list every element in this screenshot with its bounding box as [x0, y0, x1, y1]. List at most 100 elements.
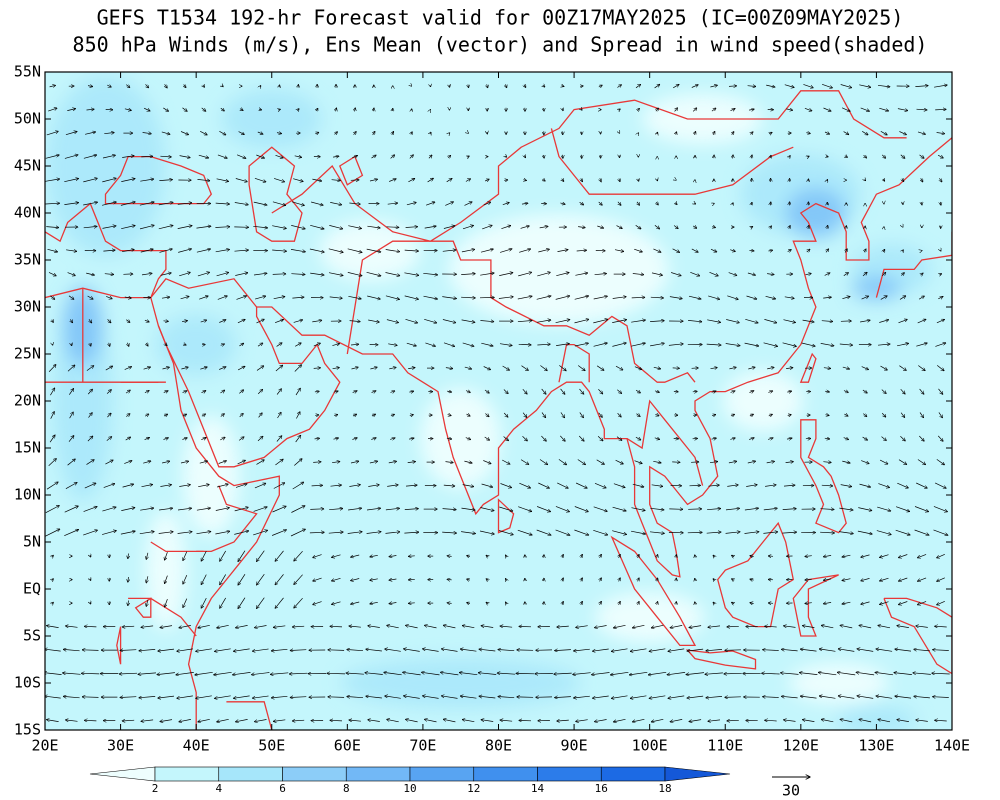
wind-arrow [404, 509, 419, 510]
wind-arrow [710, 368, 718, 369]
wind-arrow [818, 672, 837, 676]
wind-arrow [160, 485, 171, 487]
wind-arrow [71, 343, 72, 345]
wind-arrow [560, 412, 565, 417]
wind-arrow [898, 554, 908, 558]
wind-arrow [730, 438, 735, 440]
wind-arrow [462, 484, 474, 487]
wind-arrow [657, 555, 658, 558]
wind-arrow [165, 551, 168, 560]
wind-arrow [536, 320, 551, 323]
wind-arrow [270, 673, 289, 675]
colorbar-bin [282, 766, 347, 782]
wind-arrow [518, 506, 532, 512]
shade-blob [594, 592, 705, 643]
wind-arrow [367, 295, 380, 299]
wind-arrow [328, 248, 343, 253]
wind-arrow [422, 696, 439, 699]
wind-arrow [90, 555, 91, 557]
wind-arrow [201, 550, 207, 561]
wind-arrow [654, 225, 660, 229]
wind-arrow [499, 273, 513, 276]
wind-arrow [290, 650, 307, 651]
wind-arrow [861, 601, 870, 604]
wind-arrow [52, 602, 54, 604]
wind-arrow [840, 719, 853, 723]
wind-arrow [594, 482, 606, 488]
wind-arrow [881, 436, 887, 441]
wind-arrow [215, 249, 230, 253]
wind-arrow [234, 507, 249, 512]
colorbar-tick-label: 10 [403, 782, 416, 795]
wind-arrow [574, 529, 588, 535]
wind-arrow [750, 603, 754, 604]
wind-arrow [574, 296, 589, 300]
wind-arrow [649, 532, 664, 534]
wind-arrow [86, 273, 94, 275]
wind-arrow [234, 531, 248, 535]
wind-arrow [581, 578, 583, 582]
shade-blob [836, 705, 917, 730]
wind-arrow [159, 508, 173, 510]
wind-arrow [878, 625, 891, 629]
wind-arrow [177, 226, 192, 229]
wind-arrow [292, 297, 304, 298]
wind-arrow [878, 483, 889, 488]
wind-arrow [423, 273, 437, 275]
wind-arrow [48, 459, 57, 466]
wind-arrow [461, 531, 475, 534]
wind-arrow [937, 600, 945, 605]
wind-arrow [747, 273, 756, 275]
wind-arrow [182, 414, 187, 416]
colorbar-bin [600, 766, 666, 782]
wind-arrow [861, 460, 869, 464]
wind-arrow [294, 365, 302, 372]
wind-arrow [370, 367, 377, 369]
wind-arrow [405, 318, 418, 323]
wind-arrow [146, 343, 148, 346]
wind-arrow [347, 532, 362, 534]
wind-arrow [940, 274, 942, 275]
wind-arrow [406, 719, 418, 723]
wind-arrow [503, 436, 509, 441]
wind-arrow [506, 555, 507, 557]
wind-arrow [256, 366, 264, 371]
wind-arrow [619, 578, 621, 582]
wind-arrow [106, 390, 111, 394]
wind-arrow [600, 554, 602, 559]
wind-arrow [802, 319, 815, 322]
wind-arrow [859, 625, 872, 629]
wind-arrow [368, 720, 380, 722]
wind-arrow [749, 250, 754, 251]
wind-arrow [69, 389, 73, 395]
wind-arrow [163, 321, 169, 322]
wind-arrow [725, 532, 740, 534]
colorbar-tick-label: 2 [152, 782, 159, 795]
wind-arrow [461, 274, 475, 275]
wind-arrow [668, 695, 685, 698]
wind-arrow [276, 343, 282, 347]
wind-arrow [128, 576, 129, 582]
wind-arrow [139, 225, 154, 230]
wind-arrow [52, 555, 54, 557]
wind-arrow [294, 459, 302, 466]
wind-arrow [538, 249, 549, 253]
wind-arrow [403, 672, 421, 676]
wind-arrow [653, 367, 661, 369]
wind-arrow [126, 414, 130, 417]
wind-arrow [933, 697, 949, 698]
wind-arrow [863, 414, 867, 417]
y-tick-label: 45N [14, 157, 41, 175]
y-tick-label: 15N [14, 439, 41, 457]
wind-arrow [843, 273, 849, 276]
wind-arrow [842, 555, 851, 557]
wind-arrow [144, 320, 149, 322]
wind-arrow [708, 485, 719, 486]
wind-arrow [385, 508, 400, 510]
wind-arrow [864, 249, 866, 252]
wind-arrow [861, 366, 869, 370]
wind-arrow [876, 530, 891, 535]
colorbar-bin [409, 766, 475, 782]
wind-arrow [177, 648, 193, 651]
wind-arrow [385, 295, 400, 300]
